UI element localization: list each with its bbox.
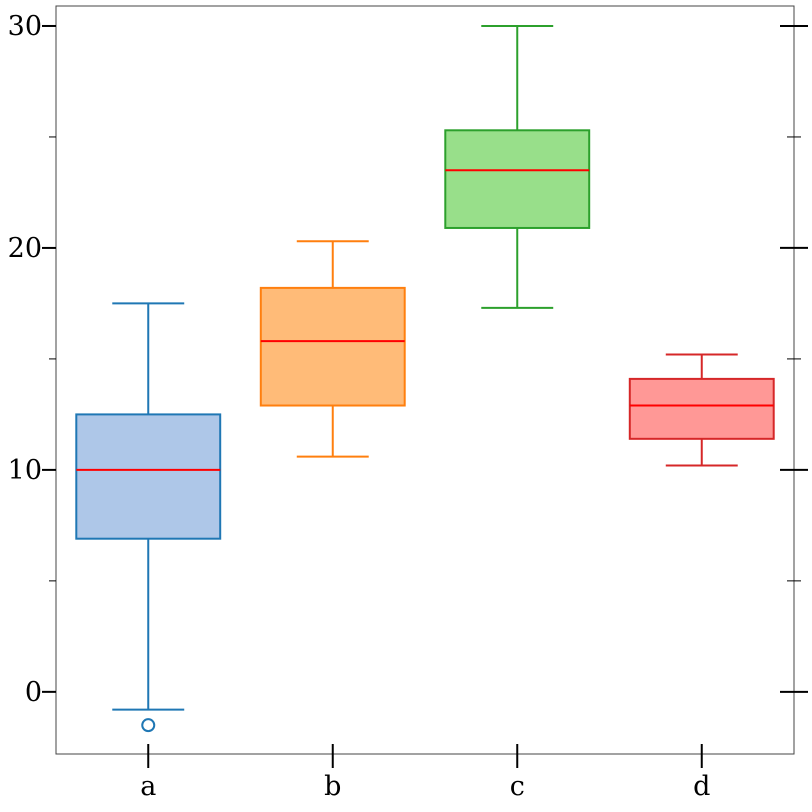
x-tick-label-d: d: [693, 771, 710, 802]
x-tick-label-a: a: [140, 771, 156, 802]
y-tick-label: 10: [8, 455, 42, 486]
box-d: [628, 353, 775, 467]
y-tick-label: 0: [25, 677, 42, 708]
y-axis: 0 10 20 30: [8, 11, 808, 708]
y-tick-label: 20: [8, 233, 42, 264]
box-iqr: [75, 413, 222, 540]
y-tick-label: 30: [8, 11, 42, 42]
outlier-point: [141, 718, 156, 733]
box-a: [75, 302, 222, 733]
x-tick-label-b: b: [324, 771, 341, 802]
boxes-layer: [75, 24, 775, 733]
plot-area-frame: [55, 5, 795, 755]
box-iqr: [444, 129, 591, 229]
box-iqr: [259, 286, 406, 407]
x-tick-label-c: c: [510, 771, 525, 802]
box-c: [444, 24, 591, 309]
box-b: [259, 240, 406, 458]
x-axis: a b c d: [140, 744, 710, 802]
box-iqr: [628, 377, 775, 440]
